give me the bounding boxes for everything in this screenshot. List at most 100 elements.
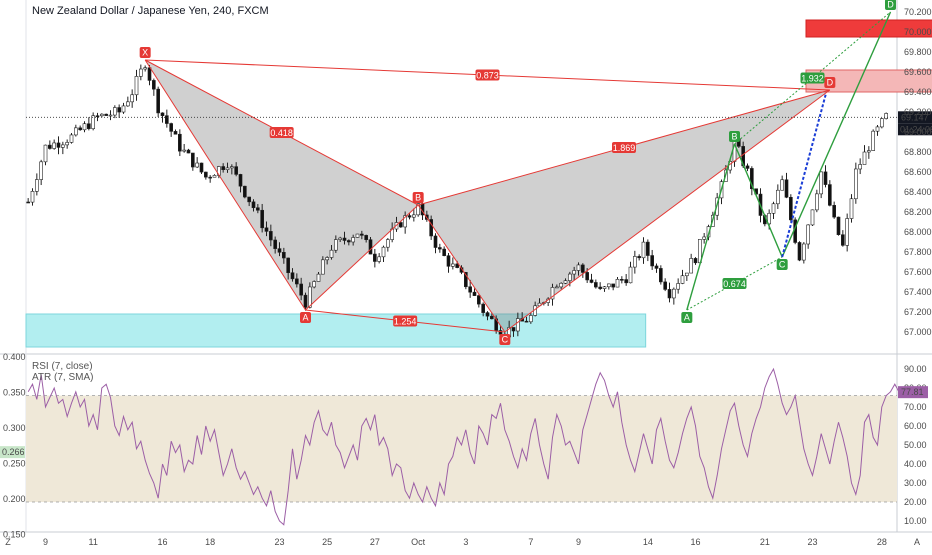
- candle-body: [243, 185, 247, 198]
- candle-body: [238, 174, 243, 187]
- candle-body: [559, 282, 563, 288]
- candle-body: [529, 315, 533, 323]
- atr-tick-label: 0.300: [3, 423, 26, 433]
- candle-body: [429, 219, 433, 237]
- candle-body: [186, 149, 191, 154]
- candle-body: [472, 291, 477, 296]
- price-tick-label: 68.800: [904, 147, 932, 157]
- candle-body: [849, 198, 854, 219]
- time-tick-label: 27: [370, 537, 380, 547]
- candle-body: [815, 193, 819, 211]
- candle-body: [91, 115, 95, 130]
- candle-body: [693, 258, 698, 264]
- ratio-label-BD-box: [612, 142, 636, 153]
- candle-body: [165, 115, 169, 124]
- candle-body: [290, 272, 295, 280]
- last-price-tag: [898, 111, 932, 124]
- point-label-c: C: [502, 335, 509, 345]
- candle-body: [594, 282, 598, 288]
- candle-body: [368, 239, 373, 255]
- candle-body: [61, 144, 65, 148]
- candle-body: [659, 268, 663, 283]
- candle-body: [264, 227, 269, 232]
- candle-body: [69, 134, 74, 143]
- candle-body: [386, 239, 390, 248]
- leg-ab: [305, 204, 419, 311]
- ratio-label-XB: 0.418: [270, 128, 293, 138]
- candle-body: [204, 171, 208, 178]
- candle-body: [143, 67, 147, 70]
- candle-body: [355, 233, 360, 238]
- candle-body: [607, 283, 611, 288]
- candle-body: [113, 107, 117, 116]
- time-tick-label: 16: [157, 537, 167, 547]
- candle-body: [771, 203, 776, 214]
- green-point-label-b: B: [731, 132, 737, 142]
- rsi-band: [26, 395, 897, 502]
- candle-body: [641, 241, 646, 259]
- candle-body: [360, 233, 364, 236]
- candle-body: [884, 113, 888, 119]
- candle-body: [589, 279, 594, 283]
- candle-body: [572, 270, 576, 275]
- candle-body: [490, 315, 494, 320]
- price-tick-label: 67.800: [904, 247, 932, 257]
- candle-body: [65, 142, 69, 146]
- candle-body: [316, 273, 321, 282]
- candle-body: [182, 149, 186, 152]
- atr-value: 0.266: [2, 447, 25, 457]
- candle-body: [78, 127, 82, 131]
- candle-body: [134, 76, 139, 96]
- candle-body: [303, 294, 308, 308]
- candle-body: [225, 167, 230, 170]
- candle-body: [87, 123, 91, 130]
- candle-body: [381, 246, 386, 258]
- candle-body: [637, 256, 641, 259]
- candle-body: [446, 255, 451, 267]
- candle-body: [347, 240, 351, 243]
- green-leg-ab: [686, 143, 736, 311]
- candle-body: [251, 201, 256, 209]
- candle-body: [620, 279, 624, 281]
- candle-body: [845, 218, 849, 246]
- time-axis-marker-right: A: [914, 537, 920, 547]
- time-tick-label: 21: [760, 537, 770, 547]
- candle-body: [455, 263, 459, 268]
- atr-tick-label: 0.150: [3, 530, 26, 540]
- candle-body: [516, 318, 520, 332]
- time-tick-label: 3: [463, 537, 468, 547]
- green-leg-cd: [781, 11, 892, 258]
- candle-body: [802, 243, 806, 261]
- candle-body: [871, 130, 875, 151]
- time-tick-label: 18: [205, 537, 215, 547]
- candle-body: [416, 203, 420, 216]
- rsi-tick-label: 50.00: [904, 440, 927, 450]
- ratio-label-XB-box: [269, 127, 294, 138]
- leg-bc: [417, 204, 506, 333]
- candle-body: [784, 179, 789, 198]
- candle-body: [48, 144, 52, 149]
- green-point-label-a: A: [684, 313, 690, 323]
- candle-body: [602, 286, 607, 289]
- price-tick-label: 67.000: [904, 327, 932, 337]
- candle-body: [823, 171, 828, 185]
- candle-body: [819, 171, 823, 195]
- candle-body: [875, 126, 880, 132]
- green-point-label-b-box: [729, 131, 740, 142]
- candle-body: [247, 196, 251, 203]
- candle-body: [169, 123, 173, 132]
- leg-xa: [144, 59, 306, 311]
- green-point-label-c: C: [779, 260, 786, 270]
- candle-body: [342, 237, 347, 241]
- atr-tick-label: 0.200: [3, 494, 26, 504]
- candle-body: [95, 115, 100, 118]
- last-price-value: 69.147: [901, 112, 929, 122]
- rsi-tick-label: 60.00: [904, 421, 927, 431]
- candle-body: [563, 280, 568, 284]
- candle-body: [880, 118, 884, 128]
- countdown-value: 01:24:09: [900, 124, 932, 134]
- candle-body: [256, 207, 260, 211]
- green-ratio-label-AC: 0.674: [723, 279, 746, 289]
